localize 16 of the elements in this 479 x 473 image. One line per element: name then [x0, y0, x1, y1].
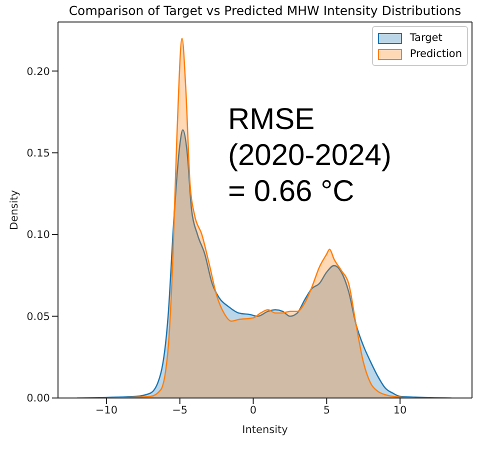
x-axis-title: Intensity [242, 424, 288, 436]
y-tick-label: 0.00 [26, 392, 50, 405]
x-tick-label: 5 [323, 404, 330, 416]
x-tick-label: −5 [172, 404, 188, 416]
legend-label: Prediction [410, 48, 462, 60]
y-tick-label: 0.10 [26, 229, 50, 242]
y-tick-label: 0.15 [26, 148, 50, 160]
y-axis-title: Density [8, 190, 21, 230]
y-tick-label: 0.05 [26, 310, 50, 323]
y-tick-label: 0.20 [26, 66, 50, 78]
x-tick-label: −10 [95, 404, 118, 416]
legend-label: Target [410, 32, 442, 44]
chart-title: Comparison of Target vs Predicted MHW Intensity Distributions [68, 3, 462, 18]
x-tick-label: 0 [250, 404, 257, 416]
x-tick-label: 10 [393, 404, 407, 416]
annotation: RMSE (2020-2024) = 0.66 °C [228, 102, 392, 210]
